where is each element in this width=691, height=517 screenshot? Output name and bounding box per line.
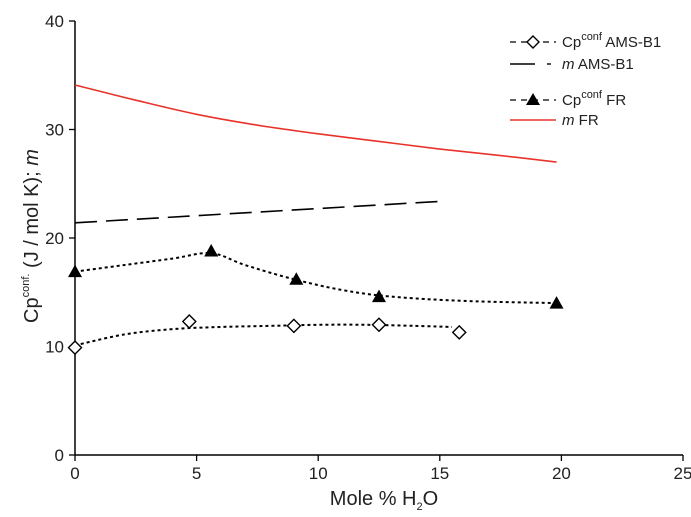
series-line-m_ams (74, 200, 445, 224)
legend-item-cp-fr: Cpconf FR (510, 89, 626, 109)
legend: Cpconf AMS-B1 m AMS-B1 Cpconf FR m FR (510, 31, 661, 129)
data-point-cp_fr (549, 296, 564, 309)
y-axis-title: Cpconf. (J / mol K); m (20, 149, 43, 323)
series-m_ams (74, 200, 445, 224)
triangle-marker-icon (526, 93, 540, 105)
y-tick-label: 30 (45, 121, 64, 140)
data-point-cp_ams (286, 318, 302, 334)
data-point-cp_ams (451, 324, 467, 340)
y-tick-label: 10 (45, 338, 64, 357)
series-line-cp_ams (74, 323, 452, 347)
x-tick-label: 5 (192, 464, 201, 483)
x-tick-label: 25 (674, 464, 691, 483)
series-cp_fr (68, 244, 564, 309)
diamond-marker-icon (526, 35, 540, 49)
data-point-cp_fr (204, 244, 219, 257)
x-tick-label: 0 (70, 464, 79, 483)
y-tick-label: 40 (45, 12, 64, 31)
series-cp_ams (67, 314, 467, 356)
series-line-m_fr (74, 84, 557, 163)
legend-label-m-ams: m AMS-B1 (562, 56, 634, 73)
series-layer (67, 84, 564, 356)
legend-item-cp-ams: Cpconf AMS-B1 (510, 31, 661, 51)
y-ticks: 0 10 20 30 40 (45, 12, 75, 465)
x-tick-label: 20 (552, 464, 571, 483)
series-line-cp_fr (74, 252, 557, 305)
legend-item-m-ams: m AMS-B1 (510, 56, 634, 73)
legend-label-m-fr: m FR (562, 112, 599, 129)
plot-area: 0 5 10 15 20 25 0 10 20 30 40 (45, 12, 691, 483)
y-tick-label: 0 (55, 446, 64, 465)
data-point-cp_ams (67, 340, 83, 356)
data-point-cp_fr (372, 289, 386, 303)
x-tick-label: 15 (430, 464, 449, 483)
legend-label-cp-fr: Cpconf FR (562, 89, 626, 109)
legend-item-m-fr: m FR (510, 112, 599, 129)
x-ticks: 0 5 10 15 20 25 (70, 455, 691, 483)
x-tick-label: 10 (309, 464, 328, 483)
data-point-cp_ams (371, 317, 387, 333)
data-point-cp_fr (289, 272, 304, 285)
data-point-cp_ams (181, 314, 197, 330)
data-point-cp_fr (68, 264, 82, 278)
y-tick-label: 20 (45, 229, 64, 248)
x-axis-title: Mole % H2O (330, 488, 438, 513)
series-m_fr (74, 84, 557, 163)
legend-label-cp-ams: Cpconf AMS-B1 (562, 31, 661, 51)
